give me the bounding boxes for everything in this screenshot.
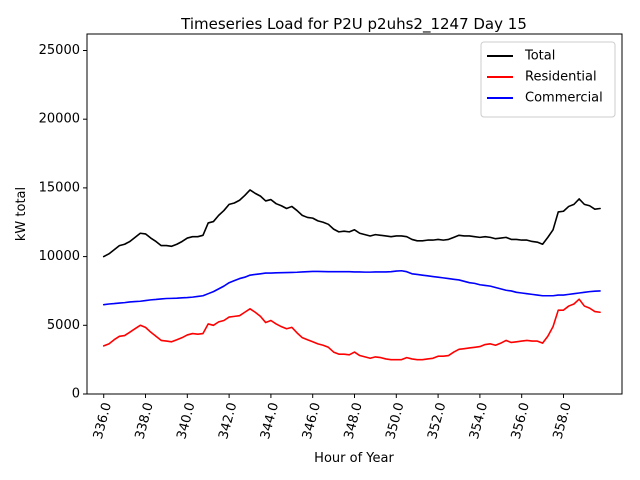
series-line-commercial [102, 269, 601, 306]
y-tick-label: 0 [72, 387, 80, 402]
legend-label-residential: Residential [525, 70, 597, 85]
y-axis-title: kW total [14, 187, 29, 241]
chart-title: Timeseries Load for P2U p2uhs2_1247 Day … [180, 15, 527, 34]
y-tick-label: 20000 [39, 112, 80, 127]
y-tick-label: 10000 [39, 249, 80, 264]
series-line-total [102, 189, 601, 258]
legend-label-total: Total [524, 49, 555, 64]
y-tick-label: 25000 [39, 43, 80, 58]
y-tick-label: 15000 [39, 180, 80, 195]
legend: Total Residential Commercial [480, 41, 616, 118]
plot-area [102, 189, 601, 361]
x-axis-title: Hour of Year [314, 451, 394, 466]
series-line-residential [102, 298, 601, 361]
legend-label-commercial: Commercial [525, 91, 603, 106]
y-tick-label: 5000 [47, 318, 80, 333]
legend-box [480, 41, 616, 118]
